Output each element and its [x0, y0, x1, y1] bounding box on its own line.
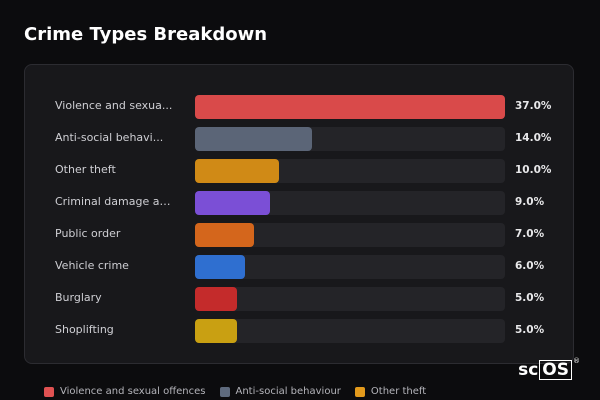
- bar-track: [195, 287, 505, 311]
- bar: [195, 95, 505, 119]
- bar-row: Shoplifting 5.0%: [25, 319, 575, 345]
- bar-track: [195, 255, 505, 279]
- chart-panel: Violence and sexua... 37.0% Anti-social be…: [24, 64, 574, 364]
- bar-track: [195, 95, 505, 119]
- legend-item: Violence and sexual offences: [44, 386, 206, 397]
- legend-label: Other theft: [370, 386, 427, 397]
- value-label: 5.0%: [515, 292, 545, 304]
- bar-track: [195, 223, 505, 247]
- bar-row: Burglary 5.0%: [25, 287, 575, 313]
- category-label: Anti-social behavi...: [55, 131, 164, 144]
- bar: [195, 223, 254, 247]
- brand-registered-mark: ®: [573, 357, 580, 365]
- bar: [195, 255, 245, 279]
- category-label: Public order: [55, 227, 121, 240]
- category-label: Violence and sexua...: [55, 99, 173, 112]
- bar: [195, 191, 270, 215]
- legend-swatch: [354, 386, 365, 397]
- value-label: 37.0%: [515, 100, 552, 112]
- bar-row: Vehicle crime 6.0%: [25, 255, 575, 281]
- bar: [195, 127, 312, 151]
- brand-prefix: sc: [518, 360, 539, 380]
- bar: [195, 159, 279, 183]
- brand-boxed: OS: [539, 360, 572, 380]
- category-label: Vehicle crime: [55, 259, 129, 272]
- category-label: Criminal damage an...: [55, 195, 173, 208]
- chart-title: Crime Types Breakdown: [24, 24, 268, 45]
- bar-row: Violence and sexua... 37.0%: [25, 95, 575, 121]
- bar-track: [195, 191, 505, 215]
- legend-label: Violence and sexual offences: [60, 386, 206, 397]
- bar-track: [195, 159, 505, 183]
- bar-row: Criminal damage an... 9.0%: [25, 191, 575, 217]
- legend-item: Anti-social behaviour: [219, 386, 341, 397]
- bar: [195, 287, 237, 311]
- category-label: Burglary: [55, 291, 102, 304]
- value-label: 14.0%: [515, 132, 552, 144]
- legend-item: Other theft: [354, 386, 427, 397]
- bar-row: Public order 7.0%: [25, 223, 575, 249]
- value-label: 6.0%: [515, 260, 545, 272]
- legend-label: Anti-social behaviour: [235, 386, 341, 397]
- category-label: Shoplifting: [55, 323, 114, 336]
- bar-row: Anti-social behavi... 14.0%: [25, 127, 575, 153]
- value-label: 10.0%: [515, 164, 552, 176]
- brand-logo: sc OS ®: [518, 357, 580, 380]
- legend-swatch: [44, 386, 54, 397]
- bar-row: Other theft 10.0%: [25, 159, 575, 185]
- value-label: 9.0%: [515, 196, 545, 208]
- bar-track: [195, 319, 505, 343]
- chart-legend: Violence and sexual offences Anti-social …: [44, 386, 426, 397]
- category-label: Other theft: [55, 163, 116, 176]
- legend-swatch: [219, 386, 230, 397]
- value-label: 7.0%: [515, 228, 545, 240]
- bar: [195, 319, 237, 343]
- value-label: 5.0%: [515, 324, 545, 336]
- bar-track: [195, 127, 505, 151]
